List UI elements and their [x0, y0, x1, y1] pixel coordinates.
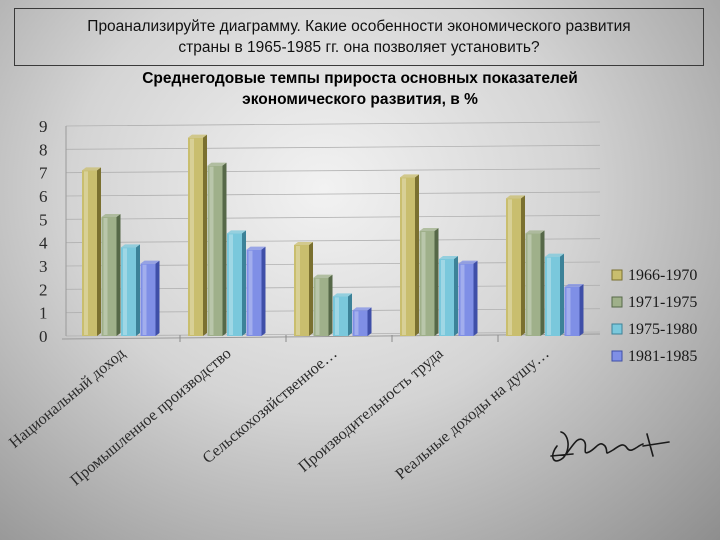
bar — [227, 230, 246, 336]
bar — [352, 307, 372, 336]
gridline — [65, 191, 601, 197]
bar — [458, 260, 478, 336]
bar — [294, 242, 313, 336]
y-tick-label: 6 — [39, 187, 48, 206]
gridline — [65, 144, 601, 150]
bar — [313, 274, 333, 336]
legend-swatch — [611, 350, 623, 362]
question-line-2: страны в 1965-1985 гг. она позволяет уст… — [178, 39, 540, 56]
legend-label: 1966-1970 — [628, 267, 697, 284]
question-line-1: Проанализируйте диаграмму. Какие особенн… — [87, 18, 631, 35]
bar — [101, 214, 121, 336]
chart-title-line-1: Среднегодовые темпы прироста основных по… — [142, 70, 578, 87]
y-tick-label: 7 — [39, 164, 48, 183]
gridline — [65, 121, 601, 127]
y-tick-label: 0 — [39, 327, 48, 346]
bar — [333, 293, 352, 336]
bar — [506, 195, 525, 336]
bar — [188, 134, 207, 336]
y-tick-label: 5 — [39, 210, 48, 229]
legend-swatch — [611, 269, 623, 281]
bar — [419, 228, 439, 336]
signature-image — [550, 431, 670, 462]
y-tick-label: 4 — [39, 234, 48, 253]
bar — [545, 253, 564, 336]
bar — [207, 162, 227, 336]
bar — [564, 284, 584, 336]
bar — [140, 260, 160, 336]
chart-title: Среднегодовые темпы прироста основных по… — [0, 68, 720, 110]
y-tick-label: 2 — [39, 280, 48, 299]
gridline — [65, 168, 601, 174]
y-tick-label: 3 — [39, 257, 48, 276]
bar — [82, 167, 101, 336]
question-box: Проанализируйте диаграмму. Какие особенн… — [14, 8, 704, 66]
legend-label: 1971-1975 — [628, 294, 697, 311]
x-category-label: Национальный доход — [6, 345, 128, 452]
legend-swatch — [611, 296, 623, 308]
bar — [400, 174, 419, 336]
bar — [525, 230, 545, 336]
legend-label: 1981-1985 — [628, 348, 697, 365]
bar — [121, 244, 140, 336]
y-tick-label: 9 — [39, 117, 48, 136]
y-tick-label: 8 — [39, 140, 48, 159]
bar — [439, 256, 458, 336]
legend-label: 1975-1980 — [628, 321, 697, 338]
bar — [246, 246, 266, 336]
chart-title-line-2: экономического развития, в % — [242, 91, 478, 108]
y-tick-label: 1 — [39, 304, 48, 323]
legend-swatch — [611, 323, 623, 335]
